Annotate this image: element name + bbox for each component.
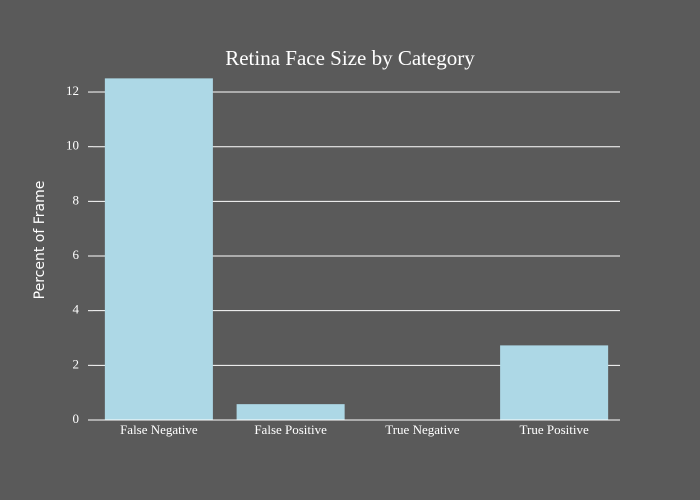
y-axis-label: Percent of Frame <box>32 181 48 300</box>
bar <box>104 78 213 420</box>
y-tick-label: 12 <box>66 83 79 98</box>
y-tick-label: 2 <box>73 356 80 371</box>
x-tick-label: True Negative <box>385 422 459 437</box>
y-tick-label: 10 <box>66 138 79 153</box>
bar <box>236 404 345 420</box>
x-tick-label: False Negative <box>120 422 198 437</box>
bars <box>104 78 609 420</box>
chart-title: Retina Face Size by Category <box>225 46 475 70</box>
bar <box>500 345 609 420</box>
y-tick-label: 4 <box>73 302 80 317</box>
x-tick-label: False Positive <box>254 422 327 437</box>
y-tick-label: 0 <box>73 411 80 426</box>
y-tick-label: 6 <box>73 247 80 262</box>
x-tick-label: True Positive <box>520 422 589 437</box>
y-tick-label: 8 <box>73 192 80 207</box>
